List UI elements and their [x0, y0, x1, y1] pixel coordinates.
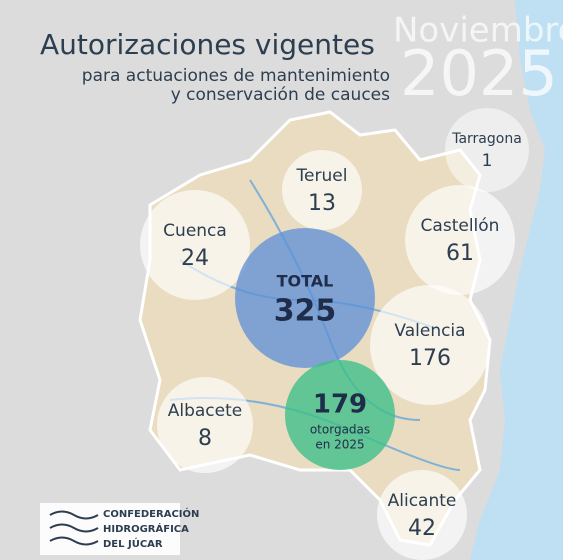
province-bubble	[157, 377, 253, 473]
total-value: 325	[274, 294, 337, 329]
subtitle-line: y conservación de cauces	[171, 85, 390, 105]
year: 2025	[400, 37, 558, 110]
province-bubble	[140, 190, 250, 300]
province-bubble	[370, 285, 490, 405]
logo-text: HIDROGRÁFICA	[103, 522, 189, 535]
logo-text: DEL JÚCAR	[103, 537, 163, 550]
province-name: Albacete	[168, 401, 243, 421]
logo-text: CONFEDERACIÓN	[103, 507, 199, 520]
province-count: 61	[446, 241, 474, 266]
province-bubble	[405, 185, 515, 295]
province-bubble	[282, 150, 362, 230]
total-label: TOTAL	[277, 272, 334, 291]
province-count: 1	[482, 151, 493, 171]
province-count: 42	[408, 516, 436, 541]
title: Autorizaciones vigentes	[40, 28, 375, 61]
province-name: Cuenca	[163, 221, 227, 241]
province-count: 24	[181, 246, 209, 271]
province-name: Tarragona	[451, 131, 522, 147]
province-bubble	[377, 470, 467, 560]
granted-value: 179	[313, 390, 367, 420]
province-name: Alicante	[388, 491, 457, 511]
province-count: 176	[409, 346, 451, 371]
infographic: Noviembre 2025 Autorizaciones vigentes p…	[0, 0, 563, 560]
granted-label: en 2025	[315, 438, 364, 452]
province-count: 13	[308, 191, 336, 216]
province-name: Valencia	[394, 321, 465, 341]
province-count: 8	[198, 426, 212, 451]
granted-label: otorgadas	[310, 423, 370, 437]
subtitle-line: para actuaciones de mantenimiento	[82, 66, 390, 86]
province-name: Teruel	[296, 166, 348, 186]
province-bubble	[445, 108, 529, 192]
page: Noviembre 2025 Autorizaciones vigentes p…	[0, 0, 563, 560]
province-name: Castellón	[421, 216, 500, 236]
logo: CONFEDERACIÓN HIDROGRÁFICA DEL JÚCAR	[40, 503, 199, 555]
